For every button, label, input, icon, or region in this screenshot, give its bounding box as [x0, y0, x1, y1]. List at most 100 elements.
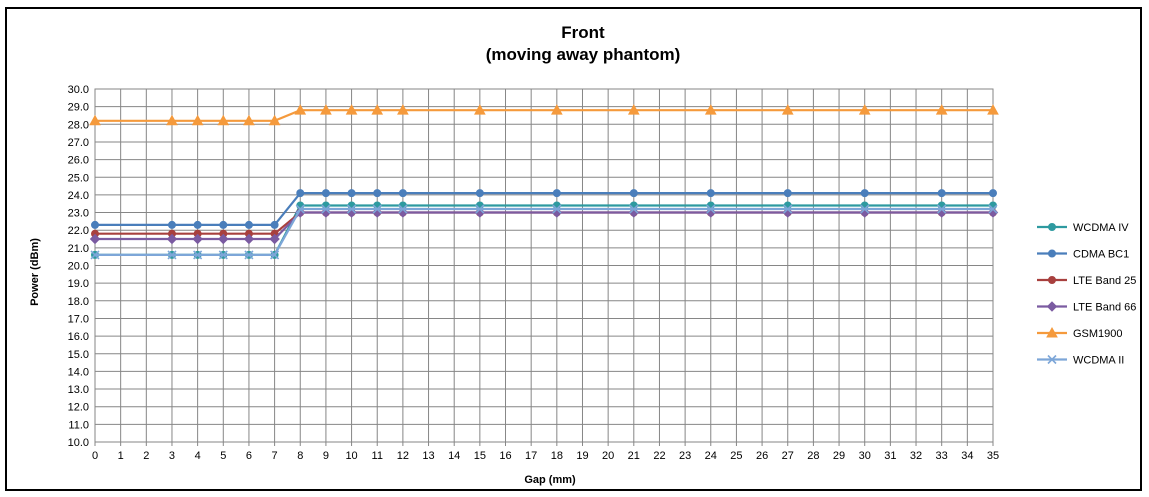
- data-point-stroke: [860, 204, 870, 214]
- data-point: [1047, 354, 1057, 365]
- data-point-stroke: [937, 204, 947, 214]
- data-point: [296, 189, 305, 198]
- data-point: [268, 114, 281, 126]
- data-point: [704, 104, 717, 115]
- x-tick-label: 31: [884, 450, 896, 462]
- data-point-stroke: [783, 204, 793, 214]
- data-point: [166, 233, 178, 245]
- data-point: [552, 204, 562, 214]
- data-point: [781, 104, 794, 115]
- data-point: [858, 104, 871, 115]
- y-tick-label: 26.0: [68, 155, 89, 167]
- data-point: [860, 204, 870, 214]
- y-tick-label: 27.0: [68, 137, 89, 149]
- data-point: [193, 220, 202, 229]
- data-point: [270, 250, 280, 260]
- data-point: [1046, 326, 1058, 338]
- data-point: [347, 204, 357, 214]
- data-point: [167, 250, 177, 260]
- data-point: [373, 189, 382, 198]
- x-tick-label: 9: [323, 450, 329, 462]
- legend-label: LTE Band 25: [1073, 275, 1136, 287]
- data-point-stroke: [347, 204, 357, 214]
- data-point: [935, 104, 948, 115]
- x-tick-label: 25: [730, 450, 742, 462]
- data-point: [474, 104, 486, 115]
- axes: 10.0 11.0 12.0 13.0 14.0 15.0 16.0 17.0 18.0 19.0…: [68, 84, 1000, 462]
- x-axis-title: Gap (mm): [524, 474, 576, 486]
- y-tick-label: 30.0: [68, 84, 89, 96]
- legend-item-lte-band-25: LTE Band 25: [1037, 275, 1136, 287]
- x-tick-label: 10: [345, 450, 357, 462]
- data-point-stroke: [270, 250, 280, 260]
- data-point: [398, 204, 408, 214]
- y-tick-label: 28.0: [68, 119, 89, 131]
- x-tick-label: 12: [397, 450, 409, 462]
- chart-frame: Front (moving away phantom) 10.0 11.0 12.0…: [5, 7, 1142, 491]
- legend-item-gsm1900: GSM1900: [1037, 326, 1123, 340]
- chart-title: Front: [561, 23, 605, 42]
- x-tick-label: 26: [756, 450, 768, 462]
- x-tick-label: 8: [297, 450, 303, 462]
- legend: WCDMA IV CDMA BC1 LTE Band 25 LTE Band 66 GS…: [1037, 222, 1136, 367]
- y-tick-label: 10.0: [68, 437, 89, 449]
- data-point: [552, 189, 561, 198]
- data-point: [783, 204, 793, 214]
- x-tick-label: 34: [961, 450, 973, 462]
- data-point: [294, 104, 307, 115]
- chart-subtitle: (moving away phantom): [486, 45, 681, 64]
- x-tick-label: 1: [118, 450, 124, 462]
- y-axis-title: Power (dBm): [29, 238, 41, 306]
- data-point-stroke: [988, 204, 998, 214]
- x-tick-label: 18: [551, 450, 563, 462]
- data-point-stroke: [398, 204, 408, 214]
- data-point: [218, 250, 228, 260]
- y-tick-label: 25.0: [68, 172, 89, 184]
- legend-label: WCDMA II: [1073, 355, 1124, 367]
- y-tick-label: 24.0: [68, 190, 89, 202]
- data-point-stroke: [629, 204, 639, 214]
- legend-item-cdma-bc1: CDMA BC1: [1037, 249, 1129, 261]
- data-point-stroke: [193, 250, 203, 260]
- data-point: [90, 250, 100, 260]
- legend-item-lte-band-66: LTE Band 66: [1037, 301, 1136, 314]
- data-point: [243, 233, 255, 245]
- data-point: [783, 189, 792, 198]
- y-tick-label: 15.0: [68, 349, 89, 361]
- grid: [94, 88, 994, 443]
- data-point: [372, 204, 382, 214]
- y-tick-label: 23.0: [68, 208, 89, 220]
- x-tick-label: 27: [782, 450, 794, 462]
- data-point: [320, 104, 332, 115]
- data-point: [397, 104, 409, 115]
- series-gsm1900: [89, 104, 999, 126]
- data-point: [860, 189, 869, 198]
- data-point-stroke: [475, 204, 485, 214]
- x-tick-label: 5: [220, 450, 226, 462]
- data-point: [1048, 223, 1056, 231]
- x-tick-label: 13: [422, 450, 434, 462]
- x-tick-label: 33: [936, 450, 948, 462]
- data-point: [706, 189, 715, 198]
- x-tick-label: 16: [499, 450, 511, 462]
- y-tick-label: 19.0: [68, 278, 89, 290]
- x-tick-label: 20: [602, 450, 614, 462]
- data-point: [219, 220, 228, 229]
- data-point-stroke: [244, 250, 254, 260]
- y-tick-label: 18.0: [68, 296, 89, 308]
- data-point: [269, 233, 280, 245]
- data-point: [244, 250, 254, 260]
- data-point: [347, 189, 356, 198]
- data-point-stroke: [552, 204, 562, 214]
- x-tick-label: 17: [525, 450, 537, 462]
- legend-label: WCDMA IV: [1073, 222, 1129, 234]
- x-tick-label: 4: [195, 450, 201, 462]
- data-point: [475, 189, 484, 198]
- data-point: [629, 204, 639, 214]
- data-point: [475, 204, 485, 214]
- data-point: [550, 104, 563, 115]
- data-point: [270, 220, 279, 229]
- data-point: [1046, 301, 1058, 312]
- data-point: [166, 114, 178, 126]
- data-point: [321, 204, 331, 214]
